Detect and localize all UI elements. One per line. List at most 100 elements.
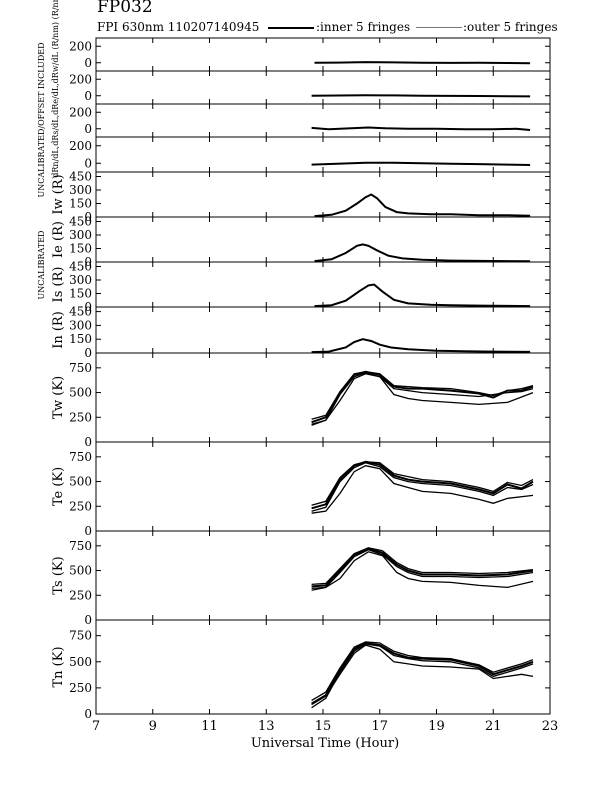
series-line xyxy=(314,243,531,263)
panel-frame xyxy=(95,306,551,354)
legend-inner-swatch xyxy=(268,27,314,29)
y-axis-label: Tw (K) xyxy=(51,376,66,419)
y-axis-label: Te (K) xyxy=(51,467,66,506)
series-line xyxy=(311,465,534,514)
y-tick-label: 0 xyxy=(84,300,92,314)
series-line xyxy=(311,371,534,420)
legend-outer-label: :outer 5 fringes xyxy=(463,20,558,34)
panel-frame xyxy=(95,441,551,532)
legend-outer-swatch xyxy=(416,27,462,28)
series-line xyxy=(311,161,531,166)
y-axis-label: Is (R) xyxy=(51,267,66,303)
x-tick-label: 21 xyxy=(485,719,502,734)
y-tick-label: 500 xyxy=(69,386,92,400)
series-line xyxy=(311,338,531,354)
y-axis-label: Ie (R) xyxy=(51,221,66,258)
y-axis-label: dRn/dL,dRs/dL,dRe/dL,dRw/dL (R/nm) (R/nm… xyxy=(51,0,60,178)
series-line xyxy=(314,283,531,308)
y-tick-label: 0 xyxy=(84,156,92,170)
y-tick-label: 0 xyxy=(84,707,92,721)
y-tick-label: 0 xyxy=(84,56,92,70)
series-line xyxy=(311,126,531,131)
x-tick-label: 9 xyxy=(149,719,157,734)
y-tick-label: 200 xyxy=(69,139,92,153)
series-line xyxy=(311,641,534,701)
series-line xyxy=(311,643,534,709)
y-tick-label: 0 xyxy=(84,613,92,627)
y-axis-label: Tn (K) xyxy=(51,646,66,687)
series-line xyxy=(311,462,534,512)
y-tick-label: 200 xyxy=(69,39,92,53)
x-tick-label: 19 xyxy=(428,719,445,734)
panel-frame xyxy=(95,136,551,173)
y-tick-label: 0 xyxy=(84,210,92,224)
figure-subtitle: FPI 630nm 110207140945 xyxy=(97,20,260,34)
series-line xyxy=(311,547,534,588)
panel-frame xyxy=(95,352,551,443)
series-line xyxy=(311,373,534,426)
series-line xyxy=(311,547,534,586)
y-tick-label: 0 xyxy=(84,122,92,136)
y-tick-label: 300 xyxy=(69,228,92,242)
y-axis-label: Ts (K) xyxy=(51,556,66,594)
x-tick-label: 13 xyxy=(258,719,275,734)
legend-inner-label: :inner 5 fringes xyxy=(316,20,411,34)
x-tick-label: 11 xyxy=(201,719,218,734)
y-tick-label: 0 xyxy=(84,255,92,269)
series-line xyxy=(311,644,534,706)
y-axis-label: Iw (R) xyxy=(51,174,66,214)
figure-title: FP032 xyxy=(97,0,153,17)
y-tick-label: 0 xyxy=(84,435,92,449)
x-tick-label: 15 xyxy=(315,719,332,734)
series-line xyxy=(311,460,534,510)
series-line xyxy=(314,193,531,218)
y-tick-label: 150 xyxy=(69,287,92,301)
y-tick-label: 750 xyxy=(69,361,92,375)
series-line xyxy=(311,372,534,425)
x-axis-label: Universal Time (Hour) xyxy=(251,736,399,751)
y-tick-label: 0 xyxy=(84,89,92,103)
x-tick-label: 7 xyxy=(92,719,100,734)
y-tick-label: 450 xyxy=(69,305,92,319)
series-line xyxy=(311,461,534,506)
y-tick-label: 750 xyxy=(69,450,92,464)
y-tick-label: 300 xyxy=(69,183,92,197)
y-tick-label: 300 xyxy=(69,318,92,332)
y-tick-label: 200 xyxy=(69,105,92,119)
side-note-uncalibrated: UNCALIBRATED xyxy=(37,231,46,300)
series-line xyxy=(311,551,534,590)
series-line xyxy=(311,94,531,98)
series-line xyxy=(314,61,531,65)
x-tick-label: 17 xyxy=(371,719,388,734)
series-line xyxy=(311,641,534,705)
y-tick-label: 500 xyxy=(69,475,92,489)
panel-frame xyxy=(95,261,551,308)
panel-frame xyxy=(95,216,551,263)
y-tick-label: 500 xyxy=(69,655,92,669)
y-tick-label: 750 xyxy=(69,629,92,643)
y-tick-label: 250 xyxy=(69,410,92,424)
y-tick-label: 150 xyxy=(69,242,92,256)
y-tick-label: 250 xyxy=(69,499,92,513)
y-tick-label: 250 xyxy=(69,588,92,602)
y-tick-label: 450 xyxy=(69,215,92,229)
y-tick-label: 500 xyxy=(69,564,92,578)
y-tick-label: 450 xyxy=(69,260,92,274)
series-line xyxy=(311,370,534,424)
y-tick-label: 150 xyxy=(69,332,92,346)
y-axis-label: In (R) xyxy=(51,311,66,349)
